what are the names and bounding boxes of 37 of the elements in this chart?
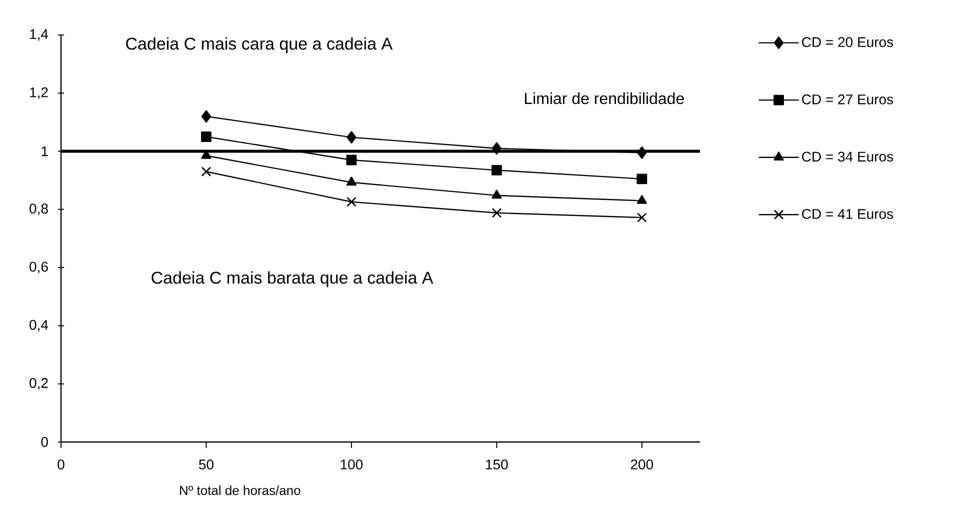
x-axis-title: Nº total de horas/ano <box>180 486 300 496</box>
point <box>346 196 356 207</box>
x-tick-label: 200 <box>630 460 654 470</box>
annotation: Cadeia C mais barata que a cadeia A <box>152 271 434 288</box>
point <box>201 166 212 177</box>
point <box>492 142 502 155</box>
y-tick-label: 0,8 <box>30 204 48 216</box>
legend-label: CD = 41 Euros <box>802 208 894 219</box>
x-tick-label: 0 <box>58 460 64 470</box>
y-tick-label: 0,6 <box>30 262 48 274</box>
point <box>201 110 212 123</box>
point <box>492 208 502 218</box>
x-tick-label: 150 <box>486 460 508 470</box>
x-tick-label: 50 <box>199 460 214 470</box>
point <box>636 212 647 223</box>
point <box>637 146 647 159</box>
y-tick-label: 0,4 <box>30 320 48 332</box>
point <box>346 131 356 144</box>
point <box>636 174 648 184</box>
legend-label: CD = 27 Euros <box>802 94 894 104</box>
x-tick-label: 100 <box>340 460 363 470</box>
point <box>346 154 357 166</box>
annotation: Cadeia C mais cara que a cadeia A <box>126 37 393 54</box>
y-tick-label: 0,2 <box>30 378 48 390</box>
legend-label: CD = 20 Euros <box>802 37 894 48</box>
legend-label: CD = 34 Euros <box>802 152 894 162</box>
y-tick-label: 1,4 <box>30 29 48 41</box>
y-tick-label: 0 <box>41 437 48 447</box>
y-tick-label: 1 <box>42 146 48 156</box>
point <box>636 195 647 204</box>
point <box>346 176 356 186</box>
point <box>201 150 212 159</box>
ref-line-label: Limiar de rendibilidade <box>524 92 684 104</box>
point <box>201 132 212 142</box>
y-tick-label: 1,2 <box>30 87 48 99</box>
point <box>492 190 502 199</box>
point <box>491 164 502 176</box>
